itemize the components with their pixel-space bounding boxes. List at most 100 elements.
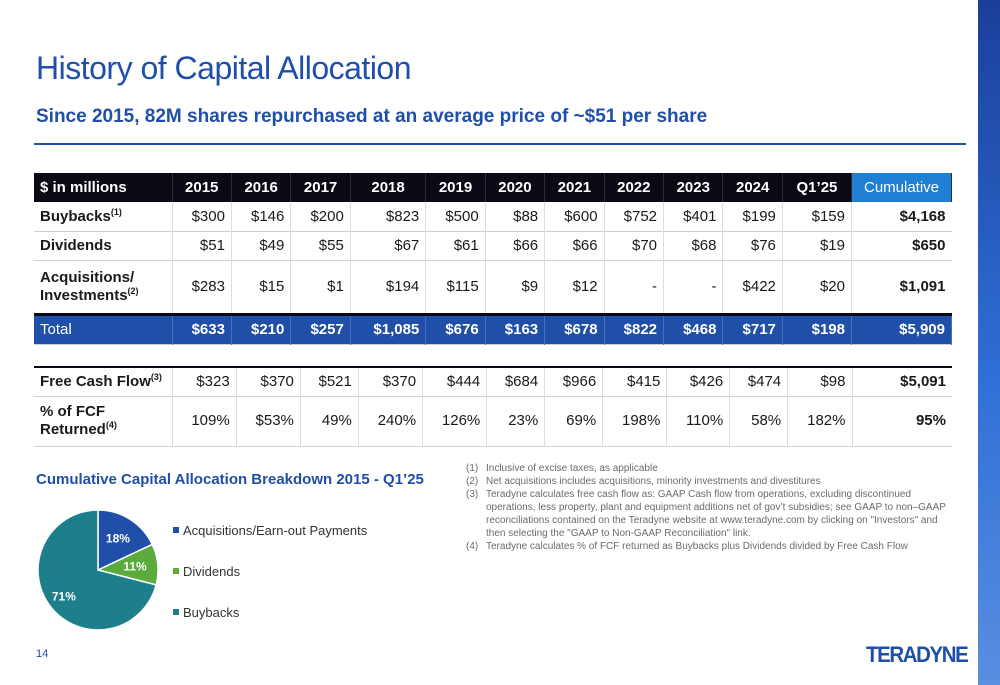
table-cell: 198% xyxy=(602,396,668,446)
pie-data-label: 71% xyxy=(52,589,76,603)
pie-data-label: 18% xyxy=(106,532,130,546)
table-cell: - xyxy=(663,260,724,314)
table-cell: $300 xyxy=(172,202,232,231)
table-cell: $401 xyxy=(663,202,724,231)
footnote: (4) Teradyne calculates % of FCF returned… xyxy=(466,541,908,552)
col-header: 2022 xyxy=(604,173,665,202)
footnote: (3) Teradyne calculates free cash flow as… xyxy=(466,489,946,539)
legend-swatch xyxy=(173,568,179,574)
table-cell: $51 xyxy=(172,231,232,260)
page-title: History of Capital Allocation xyxy=(36,50,412,86)
table-cell: $194 xyxy=(350,260,427,314)
col-header: 2018 xyxy=(350,173,427,202)
table-cell-cumulative: $1,091 xyxy=(899,277,946,295)
row-label: % of FCF Returned(4) xyxy=(34,396,173,446)
legend-item-dividends: Dividends xyxy=(173,561,367,581)
table-cell: $115 xyxy=(425,260,486,314)
table-cell: $53% xyxy=(236,396,301,446)
table-cell: $468 xyxy=(663,314,724,344)
table-cell: $200 xyxy=(290,202,351,231)
table-cell-cumulative: 95% xyxy=(915,412,946,429)
col-header: 2015 xyxy=(172,173,232,202)
table-row-acquisitions: Acquisitions/Investments(2) $283 $15 $1 … xyxy=(34,260,952,314)
table-cell: 182% xyxy=(787,396,853,446)
table-row-buybacks: Buybacks(1) $300 $146 $200 $823 $500 $88… xyxy=(34,202,952,231)
table-cell: $676 xyxy=(425,314,486,344)
table-row-free-cash-flow: Free Cash Flow(3) $323 $370 $521 $370 $4… xyxy=(34,367,952,396)
col-header: 2016 xyxy=(231,173,292,202)
table-cell: $198 xyxy=(782,314,853,344)
table-cell: $61 xyxy=(425,231,486,260)
table-cell: $323 xyxy=(172,367,237,396)
table-row-total: Total $633 $210 $257 $1,085 $676 $163 $6… xyxy=(34,314,952,344)
table-cell: $66 xyxy=(485,231,546,260)
table-cell-cumulative: $4,168 xyxy=(899,207,946,225)
legend-item-buybacks: Buybacks xyxy=(173,602,367,622)
row-label: Buybacks(1) xyxy=(34,202,173,231)
col-header: Q1’25 xyxy=(782,173,853,202)
table-cell: $19 xyxy=(782,231,853,260)
col-header-cumulative: Cumulative xyxy=(851,173,952,202)
table-cell: - xyxy=(604,260,665,314)
table-cell: $717 xyxy=(722,314,783,344)
row-label: Acquisitions/Investments(2) xyxy=(34,260,173,314)
page-number: 14 xyxy=(36,648,49,660)
col-header: 2017 xyxy=(290,173,351,202)
table-cell: $283 xyxy=(172,260,232,314)
table-cell: 49% xyxy=(300,396,359,446)
table-cell: $444 xyxy=(422,367,488,396)
table-cell: $68 xyxy=(663,231,724,260)
table-cell: $1 xyxy=(290,260,351,314)
table-cell: $55 xyxy=(290,231,351,260)
table-cell: 126% xyxy=(422,396,488,446)
allocation-pie-chart: 18% 11% 71% xyxy=(37,509,159,631)
table-cell: $257 xyxy=(290,314,351,344)
table-cell: $20 xyxy=(782,260,853,314)
col-header: 2023 xyxy=(663,173,724,202)
col-header: 2020 xyxy=(485,173,546,202)
table-cell: 109% xyxy=(172,396,237,446)
table-cell: $159 xyxy=(782,202,853,231)
table-cell: 110% xyxy=(666,396,731,446)
capital-allocation-table: $ in millions 2015 2016 2017 2018 2019 2… xyxy=(34,173,952,345)
table-cell: $678 xyxy=(544,314,605,344)
pie-legend: Acquisitions/Earn-out Payments Dividends… xyxy=(173,520,367,643)
table-cell: $88 xyxy=(485,202,546,231)
legend-label: Acquisitions/Earn-out Payments xyxy=(183,522,368,538)
table-cell-cumulative: $5,091 xyxy=(900,373,946,391)
pie-slice-acquisitions-earn-out-payments xyxy=(97,509,154,572)
table-cell: 23% xyxy=(486,396,546,446)
table-cell: $146 xyxy=(231,202,292,231)
footnote: (2) Net acquisitions includes acquisition… xyxy=(466,476,821,487)
table-cell: $521 xyxy=(300,367,359,396)
teradyne-logo: TERADYNE xyxy=(866,642,969,667)
table-cell: $370 xyxy=(236,367,301,396)
pie-slice-buybacks xyxy=(37,509,158,631)
col-header: 2019 xyxy=(425,173,486,202)
table-cell: $823 xyxy=(350,202,427,231)
table-cell: $9 xyxy=(485,260,546,314)
table-cell: $474 xyxy=(729,367,789,396)
table-cell: $966 xyxy=(544,367,604,396)
legend-item-acquisitions: Acquisitions/Earn-out Payments xyxy=(173,520,367,540)
table-cell: 69% xyxy=(544,396,604,446)
edge-accent-bar xyxy=(978,0,1000,685)
table-cell: $98 xyxy=(787,367,853,396)
table-cell: $49 xyxy=(231,231,292,260)
table-cell: $66 xyxy=(544,231,605,260)
corner-label: $ in millions xyxy=(34,173,173,202)
table-cell: $67 xyxy=(350,231,427,260)
table-cell: $422 xyxy=(722,260,783,314)
table-cell: $684 xyxy=(486,367,546,396)
table-cell-cumulative: $5,909 xyxy=(851,314,952,344)
table-cell-cumulative: $650 xyxy=(912,237,946,254)
table-cell: $199 xyxy=(722,202,783,231)
table-cell: $163 xyxy=(485,314,546,344)
table-cell: $76 xyxy=(722,231,783,260)
table-cell: $70 xyxy=(604,231,665,260)
footnotes: (1) Inclusive of excise taxes, as applica… xyxy=(466,462,946,553)
table-cell: $500 xyxy=(425,202,486,231)
pie-data-label: 11% xyxy=(123,559,147,573)
table-cell: $633 xyxy=(172,314,232,344)
table-cell: $426 xyxy=(666,367,731,396)
